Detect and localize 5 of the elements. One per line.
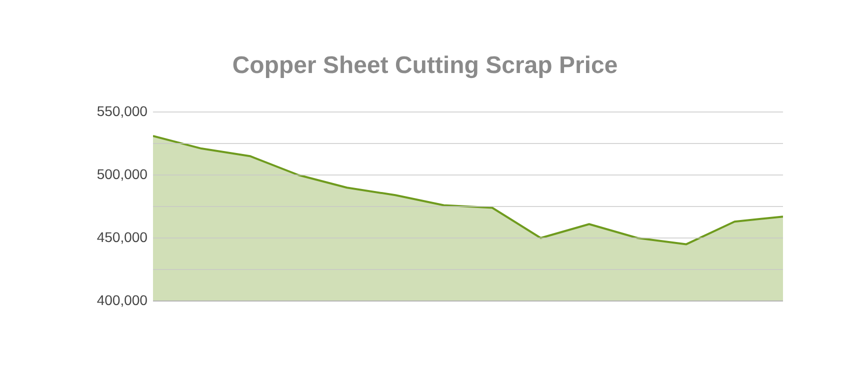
chart-title: Copper Sheet Cutting Scrap Price [233,56,617,78]
y-tick-label: 450,000 [97,232,147,244]
y-tick-label: 400,000 [97,295,147,307]
y-tick-label: 500,000 [97,169,147,181]
y-tick-label: 550,000 [97,106,147,118]
